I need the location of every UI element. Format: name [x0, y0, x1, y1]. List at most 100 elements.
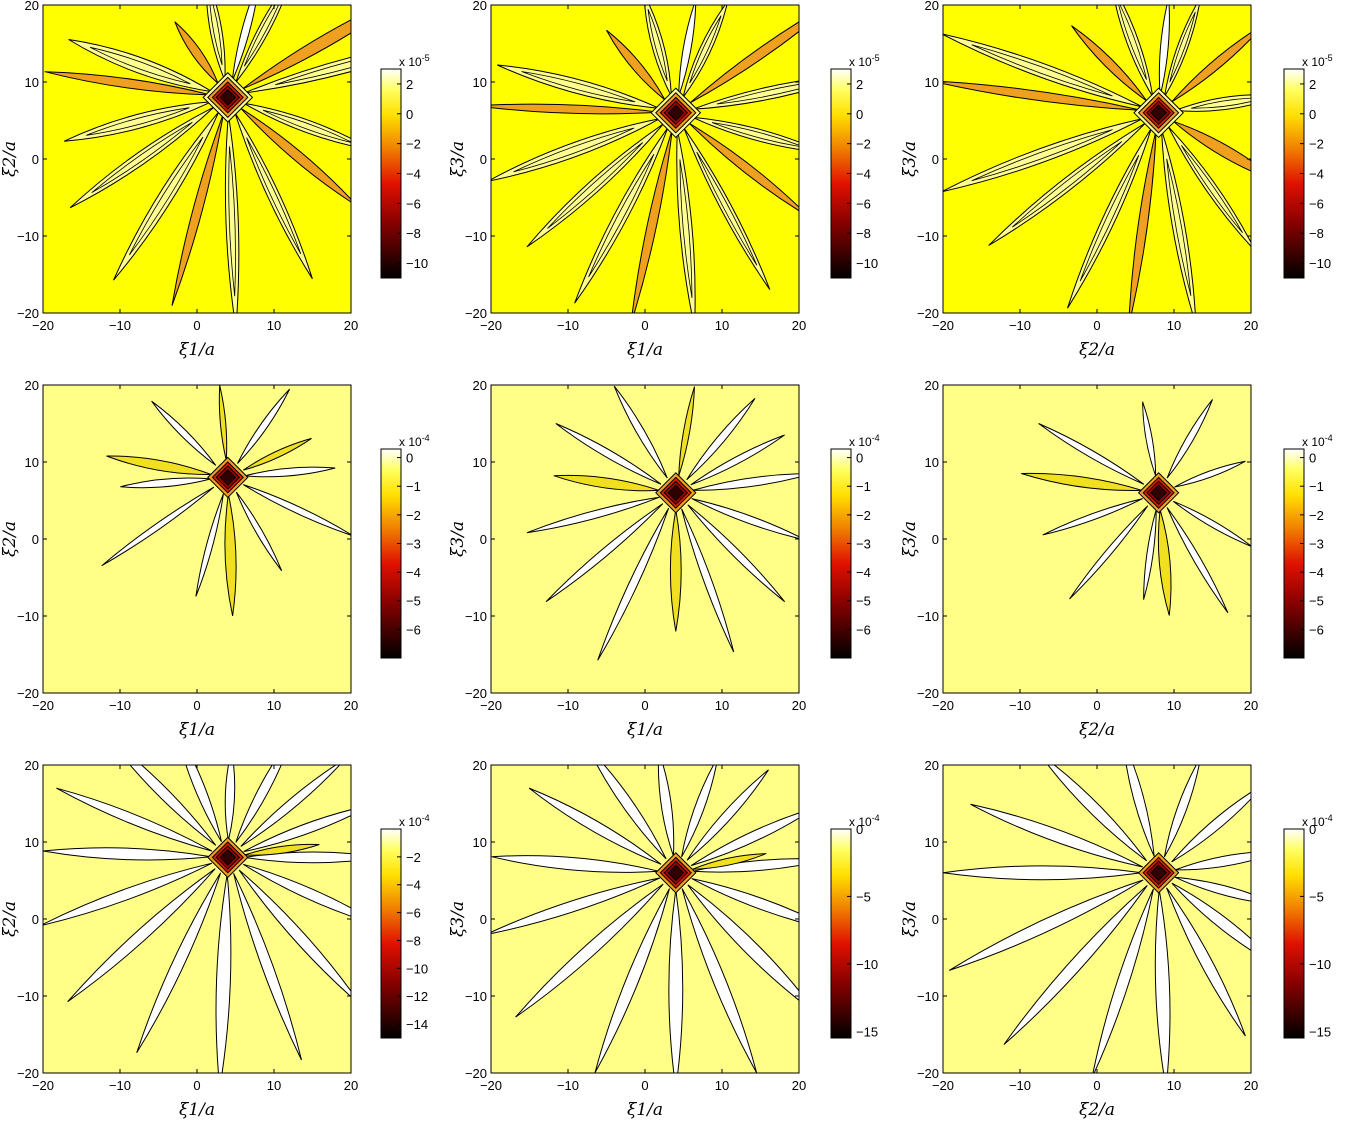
- contour-lobe: [244, 56, 351, 94]
- colorbar-gradient: [1283, 828, 1305, 1039]
- x-tick-label: −20: [32, 318, 54, 333]
- colorbar-tick-label: 0: [1309, 107, 1316, 122]
- y-tick-label: −10: [917, 989, 939, 1004]
- y-tick-label: −20: [465, 686, 487, 701]
- x-tick-label: −20: [480, 1078, 502, 1093]
- colorbar-tick-label: −10: [1309, 256, 1331, 271]
- x-axis-label: ξ2/a: [1079, 720, 1115, 740]
- colorbar-tick-label: −5: [406, 594, 421, 609]
- x-tick-label: 0: [1093, 1078, 1100, 1093]
- contour-lobe: [185, 765, 222, 842]
- contour-lobe: [242, 19, 351, 90]
- colorbar-exponent: x 10-5: [1302, 53, 1333, 69]
- contour-lobe: [687, 504, 786, 603]
- colorbar-exponent: x 10-4: [849, 433, 880, 449]
- contour-lobe: [244, 466, 336, 478]
- contour-lobe: [681, 765, 717, 858]
- x-tick-label: −10: [109, 1078, 131, 1093]
- x-tick-label: 0: [641, 698, 648, 713]
- contour-lobe: [1003, 885, 1148, 1045]
- contour-lobe: [555, 423, 662, 485]
- colorbar-exponent: x 10-4: [1302, 433, 1333, 449]
- contour-lobe: [526, 496, 660, 534]
- y-axis-label: ξ2/a: [0, 141, 20, 177]
- colorbar-tick-label: −3: [856, 536, 871, 551]
- x-tick-label: −10: [1009, 1078, 1031, 1093]
- colorbar-tick-label: 0: [856, 107, 863, 122]
- colorbar-tick-label: −6: [856, 196, 871, 211]
- x-tick-label: 10: [715, 1078, 729, 1093]
- contour-lobe: [690, 812, 799, 867]
- colorbar-tick-label: 0: [856, 451, 863, 466]
- y-tick-label: −20: [17, 306, 39, 321]
- y-tick-label: 20: [473, 378, 487, 393]
- y-tick-label: −20: [17, 686, 39, 701]
- contour-lobe-inner: [696, 151, 758, 266]
- x-tick-label: 10: [267, 1078, 281, 1093]
- x-tick-label: 20: [792, 318, 806, 333]
- contour-lobe-inner: [971, 129, 1113, 182]
- contour-lobe: [195, 493, 224, 597]
- colorbar-gradient: [380, 448, 402, 659]
- contour-lobe: [943, 865, 1142, 881]
- contour-lobe: [1038, 423, 1145, 485]
- contour-lobe: [1154, 889, 1171, 1073]
- colorbar: 2 0 −2 −4 −6 −8 −10 x 10-5: [1283, 53, 1333, 279]
- y-tick-label: 10: [925, 455, 939, 470]
- contour-panel-0-2: −20 −10 0 10 20−20−1001020ξ2/aξ3/a20−2−4−6−8…: [900, 0, 1333, 360]
- y-tick-label: 0: [32, 912, 39, 927]
- x-tick-label: −10: [1009, 698, 1031, 713]
- colorbar-tick-label: −2: [1309, 137, 1324, 152]
- colorbar-tick-label: −2: [856, 137, 871, 152]
- contour-lobe: [691, 878, 799, 923]
- y-tick-label: 0: [480, 912, 487, 927]
- y-tick-label: 10: [25, 835, 39, 850]
- colorbar-tick-label: −1: [1309, 479, 1324, 494]
- x-axis-label: ξ1/a: [179, 720, 215, 740]
- y-tick-label: −20: [917, 686, 939, 701]
- y-tick-label: 10: [25, 455, 39, 470]
- colorbar-tick-label: −2: [406, 137, 421, 152]
- contour-lobe-inner: [513, 127, 635, 173]
- colorbar-tick-label: −3: [406, 536, 421, 551]
- center-peak-contour: [667, 484, 685, 502]
- contour-lobe: [1175, 852, 1251, 871]
- colorbar-tick-label: −6: [406, 622, 421, 637]
- contour-lobe: [686, 398, 756, 481]
- colorbar-tick-label: 2: [1309, 77, 1316, 92]
- contour-lobe: [1047, 765, 1148, 862]
- x-tick-label: 0: [1093, 318, 1100, 333]
- center-peak-contour: [219, 468, 237, 486]
- contour-lobe-inner: [86, 107, 190, 136]
- colorbar: 2 0 −2 −4 −6 −8 −10 x 10-5: [380, 53, 430, 279]
- x-tick-label: −20: [932, 318, 954, 333]
- x-tick-label: 0: [641, 1078, 648, 1093]
- contour-lobe: [242, 437, 312, 471]
- contour-panel-2-2: −20 −10 0 10 20 −20 −10 0 10 20 ξ2/a ξ3/a 0 −5 −10 −15 x…: [900, 758, 1333, 1120]
- contour-lobe: [491, 877, 660, 935]
- contour-lobe-inner: [1079, 155, 1140, 282]
- x-tick-label: −20: [932, 698, 954, 713]
- x-tick-label: 20: [344, 318, 358, 333]
- contour-lobe: [528, 787, 662, 865]
- y-tick-label: −10: [17, 229, 39, 244]
- contour-lobe-inner: [1169, 11, 1196, 83]
- contour-lobe: [224, 765, 236, 841]
- y-axis-label: ξ2/a: [0, 521, 20, 557]
- contour-lobe-inner: [588, 153, 655, 278]
- y-tick-label: −20: [465, 306, 487, 321]
- contour-lobe: [689, 21, 799, 104]
- x-tick-label: 10: [267, 318, 281, 333]
- contour-lobe: [1157, 509, 1172, 616]
- colorbar-tick-label: −2: [856, 508, 871, 523]
- y-tick-label: 10: [25, 75, 39, 90]
- y-tick-label: 10: [473, 455, 487, 470]
- y-tick-label: −20: [17, 1066, 39, 1081]
- contour-lobe: [691, 498, 799, 540]
- colorbar-gradient: [380, 828, 402, 1039]
- center-peak-contour: [1150, 864, 1168, 882]
- colorbar-tick-label: 0: [406, 451, 413, 466]
- colorbar-exponent: x 10-4: [399, 433, 430, 449]
- colorbar: −2 −4 −6 −8 −10 −12 −14 x 10-4: [380, 813, 430, 1039]
- y-axis-label: ξ3/a: [900, 141, 920, 177]
